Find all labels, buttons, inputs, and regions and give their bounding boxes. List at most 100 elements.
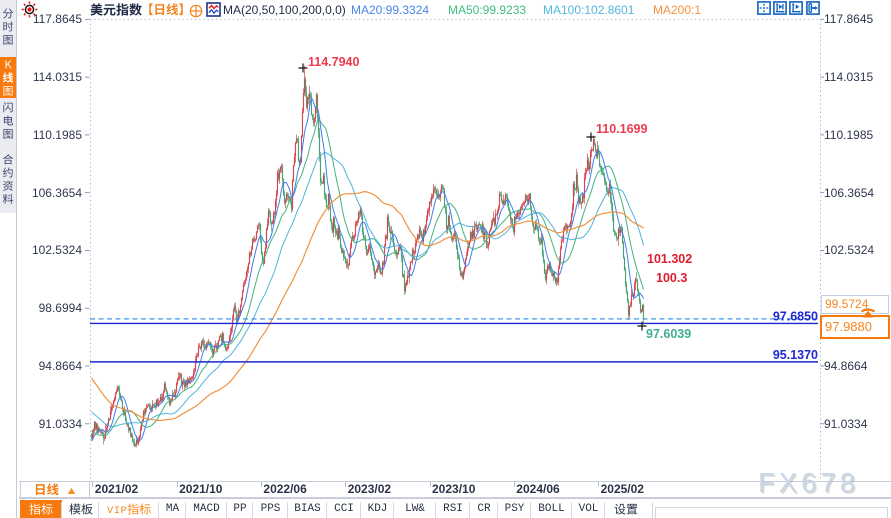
svg-text:P: P [120,505,126,517]
toolbar-button-cci[interactable]: CCI [334,503,354,515]
toolbar-separator [652,502,653,518]
symbol-title [90,3,142,18]
svg-text:97.6039: 97.6039 [646,327,691,341]
toolbar-button-[interactable] [20,500,62,518]
zoom-circle-plus-icon[interactable] [189,4,203,19]
toolbar-button-cr[interactable]: CR [477,503,491,515]
y-tick-label-right: 91.0334 [824,416,868,431]
toolbar-separator [61,502,62,518]
y-tick-label-left: 94.8664 [38,358,82,373]
toolbar-button-[interactable] [62,500,99,518]
toolbar-button-pp[interactable]: PP [233,503,247,515]
toolbar-button-macd[interactable]: MACD [193,503,220,515]
indicator-params-label: MA(20,50,100,200,0,0) [223,3,346,17]
toolbar-button-[interactable] [605,500,647,518]
ma20-readout: MA20:99.3324 [351,3,430,17]
x-tick-label: 2023/10 [432,482,476,496]
toolbar-separator [226,502,227,518]
toolbar-separator [252,502,253,518]
price-up-arrow-icon [860,308,876,318]
svg-text:97.6850: 97.6850 [773,309,818,323]
x-tick [92,482,94,487]
plot-bottom-border [19,481,891,482]
period-dropdown-arrow-icon [68,487,76,494]
toolbar-separator [530,502,531,518]
x-tick [598,482,600,487]
sidebar-tab-3[interactable] [0,100,16,150]
period-selector-label [34,483,59,499]
ma100-readout: MA100:102.8601 [543,3,635,17]
x-tick-label: 2021/02 [94,482,139,496]
toolbar-separator [287,502,288,518]
toolbar-button-lw[interactable]: LW& [405,503,425,515]
svg-text:114.7940: 114.7940 [308,55,359,69]
toolbar-empty-area [655,507,888,518]
y-tick-label-right: 94.8664 [824,358,868,373]
toolbar-separator [185,502,186,518]
x-tick-label: 2024/06 [516,482,560,496]
y-tick-label-right: 114.0315 [824,70,874,85]
sidebar-tab-1[interactable] [0,6,16,56]
y-tick-label-right: 110.1985 [824,127,874,142]
x-tick [513,482,515,487]
toolbar-separator [158,502,159,518]
sidebar-tab-2[interactable] [0,57,16,98]
toolbar-separator [98,502,99,518]
y-axis-expand-icon[interactable] [789,1,804,19]
toolbar-separator [393,502,394,518]
toolbar-button-bias[interactable]: BIAS [294,503,321,515]
sidebar-divider [16,0,17,518]
x-tick-label: 2022/06 [263,482,307,496]
toolbar-button-ma[interactable]: MA [165,503,180,515]
y-tick-label-right: 106.3654 [824,185,875,200]
ma200-readout: MA200:1 [653,3,702,17]
sidebar-tab-4[interactable] [0,152,16,213]
period-tag [141,3,191,18]
toolbar-button-rsi[interactable]: RSI [443,503,463,515]
svg-text:110.1699: 110.1699 [596,122,647,136]
price-level-box: 99.5724 [821,295,889,314]
indicator-toolbar: V I P MA MACD PP PPS BIAS CCI KDJ LW& RSI CR PSY BOLL V… [19,498,891,518]
toolbar-button-vol[interactable]: VOL [578,503,599,515]
y-tick-label-left: 106.3654 [31,185,82,200]
x-tick-label: 2025/02 [600,482,644,496]
svg-text:100.3: 100.3 [656,271,687,285]
toolbar-button-psy[interactable]: PSY [504,503,525,515]
toolbar-button-kdj[interactable]: KDJ [367,503,388,515]
x-tick [260,482,262,487]
toolbar-separator [497,502,498,518]
x-tick [345,482,347,487]
svg-text:V: V [107,505,114,517]
crosshair-move-icon[interactable] [757,1,771,19]
y-tick-label-left: 117.8645 [32,12,82,27]
y-tick-label-left: 110.1985 [32,127,82,142]
chart-type-sidebar [0,0,19,518]
y-tick-label-right: 117.8645 [824,12,874,27]
toolbar-separator [360,502,361,518]
y-tick-label-left: 102.5324 [31,243,82,258]
x-tick [176,482,178,487]
toolbar-separator [435,502,436,518]
date-row-bottom-border [19,497,891,498]
period-selector-button[interactable] [20,482,90,497]
y-axis-compress-icon[interactable] [773,1,788,19]
y-tick-label-left: 98.6994 [38,301,82,316]
x-tick-label: 2021/10 [179,482,223,496]
svg-text:95.1370: 95.1370 [773,348,818,362]
y-tick-label-left: 114.0315 [32,70,82,85]
x-tick [429,482,431,487]
toolbar-button-pps[interactable]: PPS [260,503,281,515]
svg-text:I: I [113,505,119,517]
ma50-readout: MA50:99.9233 [448,3,527,17]
indicator-lines-icon[interactable] [206,2,221,17]
pan-to-latest-icon[interactable] [805,1,820,19]
svg-text:101.302: 101.302 [647,252,692,266]
x-tick-label: 2023/02 [347,482,392,496]
toolbar-button-boll[interactable]: BOLL [538,503,565,515]
realtime-sun-icon [21,1,38,18]
toolbar-separator [604,502,605,518]
latest-price-box: 97.9880 [820,308,890,339]
